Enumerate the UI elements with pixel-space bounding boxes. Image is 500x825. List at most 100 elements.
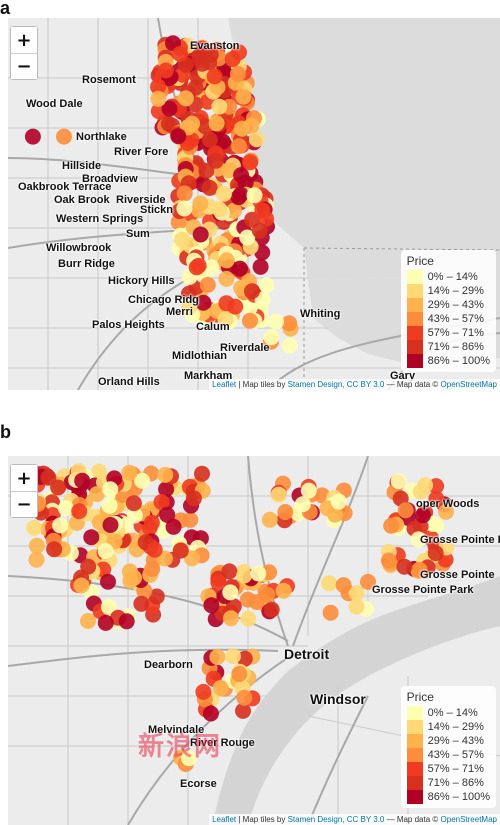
stamen-link-a[interactable]: Stamen Design <box>287 380 343 389</box>
price-marker[interactable] <box>50 479 67 496</box>
price-marker[interactable] <box>438 503 455 520</box>
price-marker[interactable] <box>143 514 160 531</box>
price-marker[interactable] <box>146 541 163 558</box>
price-marker[interactable] <box>327 506 344 523</box>
price-marker[interactable] <box>126 507 143 524</box>
price-marker[interactable] <box>244 283 260 300</box>
price-marker[interactable] <box>234 120 250 137</box>
price-marker[interactable] <box>275 582 292 599</box>
cc-link-b[interactable]: , CC BY 3.0 <box>342 815 385 824</box>
price-marker[interactable] <box>153 494 170 510</box>
price-marker[interactable] <box>322 604 339 621</box>
price-marker[interactable] <box>211 98 228 115</box>
price-marker[interactable] <box>80 613 96 629</box>
price-marker[interactable] <box>236 689 253 706</box>
leaflet-link-a[interactable]: Leaflet <box>212 380 237 389</box>
price-marker[interactable] <box>134 472 151 489</box>
price-marker[interactable] <box>52 517 69 534</box>
price-marker[interactable] <box>360 573 376 590</box>
price-marker[interactable] <box>232 260 248 277</box>
price-marker[interactable] <box>97 614 114 631</box>
price-marker[interactable] <box>221 162 237 179</box>
price-marker[interactable] <box>192 226 209 243</box>
price-marker[interactable] <box>97 543 114 560</box>
price-marker[interactable] <box>218 252 235 269</box>
price-marker[interactable] <box>181 750 197 767</box>
price-marker[interactable] <box>259 586 276 603</box>
price-marker[interactable] <box>100 573 116 590</box>
price-marker[interactable] <box>211 201 228 218</box>
zoom-out-button-a[interactable]: − <box>11 53 37 79</box>
price-marker[interactable] <box>148 588 165 605</box>
price-marker[interactable] <box>218 295 235 312</box>
price-marker[interactable] <box>100 599 117 615</box>
price-marker[interactable] <box>194 465 210 482</box>
price-marker[interactable] <box>199 276 216 293</box>
price-marker[interactable] <box>236 567 253 584</box>
price-marker[interactable] <box>427 545 444 562</box>
price-marker[interactable] <box>241 299 258 316</box>
price-marker[interactable] <box>258 277 275 294</box>
price-marker[interactable] <box>159 506 176 523</box>
price-marker[interactable] <box>201 179 218 196</box>
price-marker[interactable] <box>26 519 43 536</box>
price-marker[interactable] <box>195 683 212 700</box>
price-marker[interactable] <box>261 511 278 528</box>
price-marker[interactable] <box>251 222 268 239</box>
price-marker[interactable] <box>73 577 90 594</box>
price-marker[interactable] <box>248 131 265 148</box>
price-marker[interactable] <box>57 500 74 517</box>
map-panel-b[interactable]: + − Detroit Windsor Dearborn Melvindale … <box>8 456 500 825</box>
price-marker[interactable] <box>235 702 251 719</box>
price-marker[interactable] <box>40 469 57 486</box>
price-marker[interactable] <box>215 185 232 202</box>
price-marker[interactable] <box>56 128 72 145</box>
price-marker[interactable] <box>192 195 209 212</box>
price-marker[interactable] <box>150 78 166 95</box>
price-marker[interactable] <box>71 503 88 520</box>
price-marker[interactable] <box>232 186 249 203</box>
map-panel-a[interactable]: + − Evanston Rosemont Wood Dale Northlak… <box>8 18 500 390</box>
price-marker[interactable] <box>177 90 194 107</box>
price-marker[interactable] <box>126 569 142 586</box>
price-marker[interactable] <box>102 481 119 498</box>
price-marker[interactable] <box>242 312 258 329</box>
price-marker[interactable] <box>172 46 189 62</box>
price-marker[interactable] <box>210 574 227 591</box>
price-marker[interactable] <box>24 128 41 145</box>
price-marker[interactable] <box>411 561 428 578</box>
price-marker[interactable] <box>125 495 142 512</box>
price-marker[interactable] <box>225 648 241 665</box>
price-marker[interactable] <box>250 565 267 582</box>
price-marker[interactable] <box>161 100 178 117</box>
price-marker[interactable] <box>263 329 280 346</box>
price-marker[interactable] <box>172 542 189 559</box>
price-marker[interactable] <box>281 315 298 332</box>
price-marker[interactable] <box>231 138 248 155</box>
price-marker[interactable] <box>414 507 431 524</box>
price-marker[interactable] <box>270 486 287 503</box>
price-marker[interactable] <box>157 62 174 79</box>
price-marker[interactable] <box>214 133 231 150</box>
price-marker[interactable] <box>410 531 427 548</box>
price-marker[interactable] <box>144 561 161 577</box>
price-marker[interactable] <box>428 490 445 507</box>
price-marker[interactable] <box>158 481 175 498</box>
price-marker[interactable] <box>208 115 225 132</box>
price-marker[interactable] <box>184 550 200 567</box>
price-marker[interactable] <box>239 229 256 246</box>
price-marker[interactable] <box>246 187 263 204</box>
price-marker[interactable] <box>74 472 91 489</box>
price-marker[interactable] <box>83 529 100 546</box>
stamen-link-b[interactable]: Stamen Design <box>287 815 343 824</box>
zoom-in-button-b[interactable]: + <box>11 465 37 491</box>
price-marker[interactable] <box>165 518 182 535</box>
price-marker[interactable] <box>242 154 259 171</box>
zoom-in-button-a[interactable]: + <box>11 27 37 53</box>
price-marker[interactable] <box>102 517 119 533</box>
price-marker[interactable] <box>300 482 317 499</box>
price-marker[interactable] <box>222 584 239 601</box>
price-marker[interactable] <box>294 496 311 513</box>
price-marker[interactable] <box>202 705 219 722</box>
price-marker[interactable] <box>201 131 218 148</box>
